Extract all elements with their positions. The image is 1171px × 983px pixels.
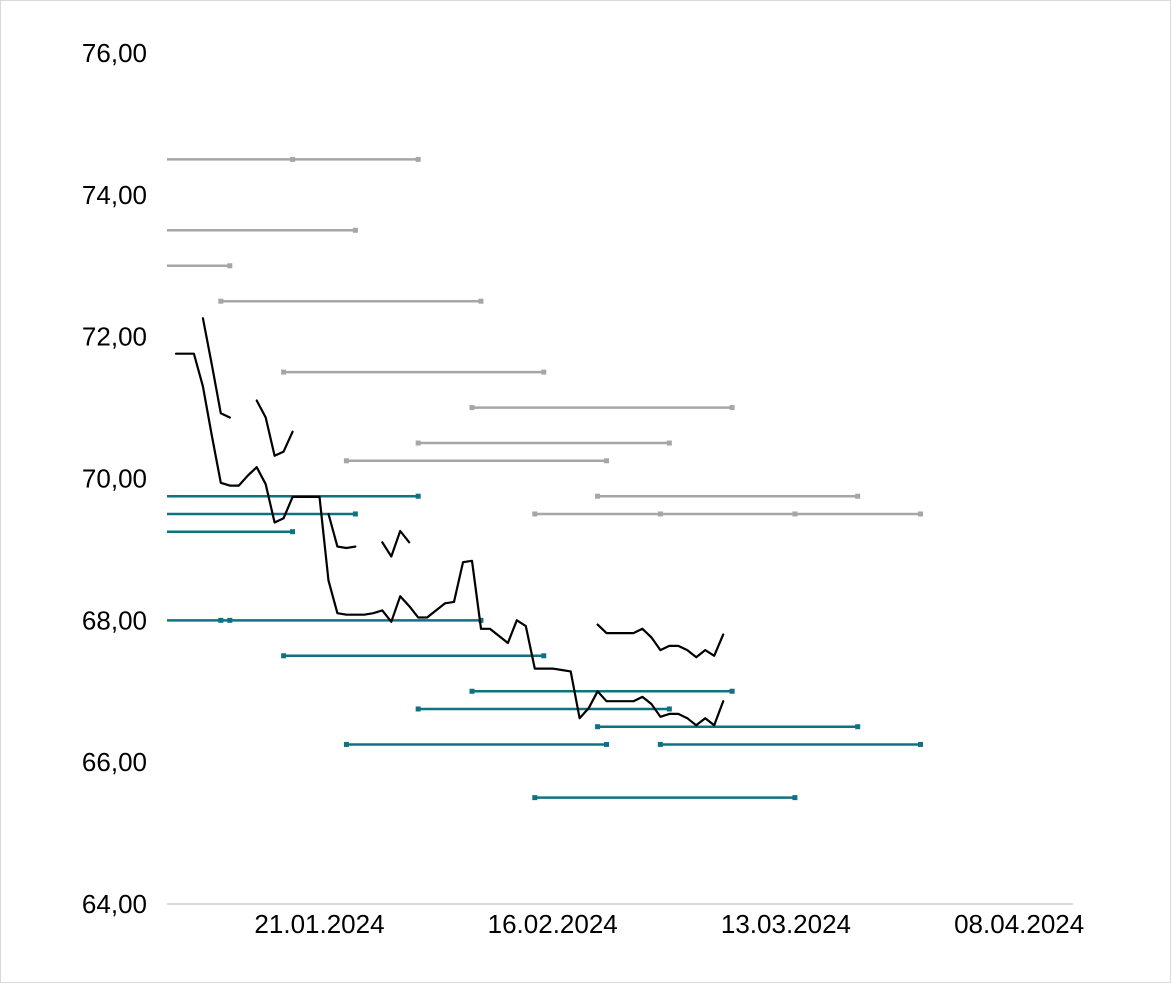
band-marker <box>343 741 349 747</box>
band-marker <box>541 653 547 659</box>
band-lines <box>167 156 924 801</box>
band-marker <box>469 405 475 411</box>
y-tick-label: 76,00 <box>82 38 147 68</box>
y-tick-label: 70,00 <box>82 464 147 494</box>
band-marker <box>657 741 663 747</box>
y-tick-label: 66,00 <box>82 747 147 777</box>
y-axis: 64,00 66,00 68,00 70,00 72,00 74,00 76,00 <box>82 38 147 919</box>
band-marker <box>541 369 547 375</box>
band-marker <box>415 493 421 499</box>
band-marker <box>281 369 287 375</box>
band-marker <box>227 263 233 269</box>
series-line <box>255 399 294 457</box>
band-marker <box>415 156 421 162</box>
band-marker <box>729 688 735 694</box>
band-marker <box>855 724 861 730</box>
band-marker <box>227 617 233 623</box>
band-marker <box>657 511 663 517</box>
y-tick-label: 74,00 <box>82 180 147 210</box>
band-marker <box>792 795 798 801</box>
band-marker <box>218 617 224 623</box>
band-marker <box>918 511 924 517</box>
band-marker <box>352 227 358 233</box>
band-marker <box>352 511 358 517</box>
band-marker <box>595 493 601 499</box>
series-line <box>201 317 231 419</box>
x-tick-label: 08.04.2024 <box>954 909 1084 939</box>
band-marker <box>415 706 421 712</box>
y-tick-label: 64,00 <box>82 889 147 919</box>
x-axis: 21.01.2024 16.02.2024 13.03.2024 08.04.2024 <box>167 903 1084 939</box>
x-tick-label: 21.01.2024 <box>254 909 384 939</box>
band-marker <box>532 511 538 517</box>
band-marker <box>595 724 601 730</box>
y-tick-label: 72,00 <box>82 322 147 352</box>
band-marker <box>666 706 672 712</box>
band-marker <box>729 405 735 411</box>
band-marker <box>604 458 610 464</box>
band-marker <box>281 653 287 659</box>
band-marker <box>290 529 296 535</box>
x-tick-label: 16.02.2024 <box>488 909 618 939</box>
band-marker <box>604 741 610 747</box>
band-marker <box>290 156 296 162</box>
band-marker <box>666 440 672 446</box>
series-line <box>381 529 411 558</box>
price-lines <box>174 317 725 727</box>
series-line <box>327 512 357 550</box>
x-tick-label: 13.03.2024 <box>721 909 851 939</box>
y-tick-label: 68,00 <box>82 605 147 635</box>
band-marker <box>532 795 538 801</box>
band-marker <box>918 741 924 747</box>
band-marker <box>792 511 798 517</box>
band-marker <box>478 298 484 304</box>
band-marker <box>855 493 861 499</box>
series-line <box>174 352 725 727</box>
band-marker <box>218 298 224 304</box>
band-marker <box>343 458 349 464</box>
band-marker <box>415 440 421 446</box>
band-marker <box>469 688 475 694</box>
series-line <box>596 623 725 659</box>
